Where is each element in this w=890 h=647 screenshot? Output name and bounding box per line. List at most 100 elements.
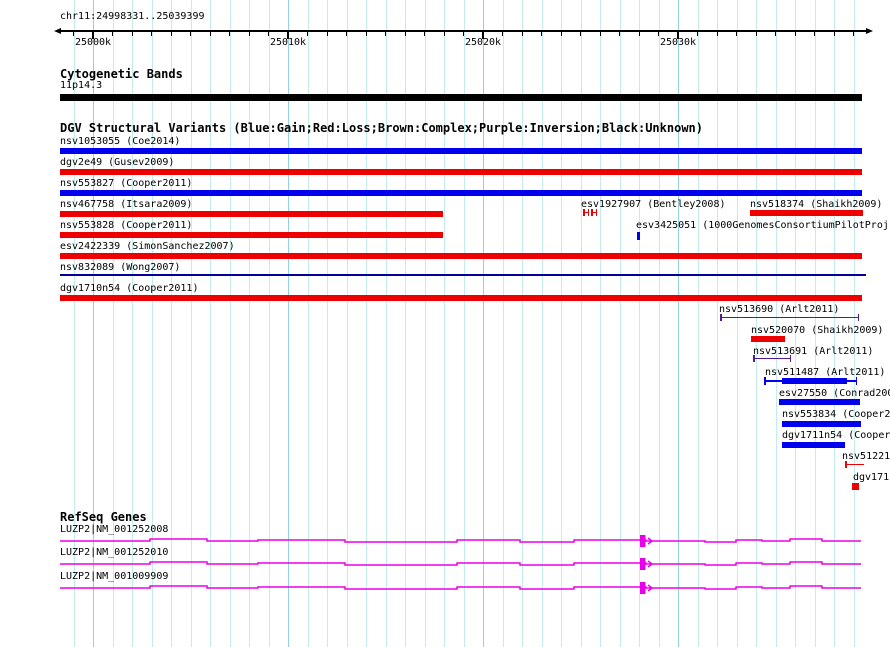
variant-line[interactable] xyxy=(845,463,864,465)
variant-end-tick[interactable] xyxy=(591,209,593,216)
variant-label[interactable]: esv27550 (Conrad200 xyxy=(779,388,890,399)
ruler-tick-minor xyxy=(638,32,640,36)
variant-label[interactable]: nsv553827 (Cooper2011) xyxy=(60,178,193,189)
ruler-tick-minor xyxy=(326,32,328,36)
variant-label[interactable]: nsv832089 (Wong2007) xyxy=(60,262,181,273)
ruler-tick-minor xyxy=(404,32,406,36)
variant-bar[interactable] xyxy=(782,377,847,385)
variant-line[interactable] xyxy=(591,211,597,213)
variant-end-tick[interactable] xyxy=(764,377,766,385)
variant-label[interactable]: nsv51221 xyxy=(842,451,890,462)
variant-end-tick[interactable] xyxy=(595,209,597,216)
gridline-minor xyxy=(229,0,231,647)
gridline-minor xyxy=(463,0,465,647)
variant-bar[interactable] xyxy=(60,253,862,259)
gene-label[interactable]: LUZP2|NM_001252008 xyxy=(60,524,169,535)
variant-label[interactable]: nsv520070 (Shaikh2009) xyxy=(751,325,884,336)
gridline-minor xyxy=(814,0,816,647)
variant-label[interactable]: nsv1053055 (Coe2014) xyxy=(60,136,181,147)
gene-intron-line[interactable] xyxy=(60,585,861,590)
gene-label[interactable]: LUZP2|NM_001009909 xyxy=(60,571,169,582)
ruler-tick-minor xyxy=(170,32,172,36)
variant-line[interactable] xyxy=(720,316,859,319)
ruler-tick-minor xyxy=(619,32,620,36)
variant-label[interactable]: nsv513690 (Arlt2011) xyxy=(719,304,840,315)
gridline-minor xyxy=(522,0,523,647)
gene-exon[interactable] xyxy=(640,558,646,570)
gene-exon[interactable] xyxy=(640,582,646,594)
variant-line[interactable] xyxy=(753,357,791,360)
variant-end-tick[interactable] xyxy=(583,209,585,216)
gene-intron-line[interactable] xyxy=(60,538,861,543)
variant-label[interactable]: nsv518374 (Shaikh2009) xyxy=(750,199,883,210)
variant-bar[interactable] xyxy=(782,421,861,427)
gene-label[interactable]: LUZP2|NM_001252010 xyxy=(60,547,169,558)
gridline-minor xyxy=(775,0,777,647)
gridline-minor xyxy=(736,0,738,647)
ruler-tick-label: 25000k xyxy=(74,37,112,48)
cytoband-bar[interactable] xyxy=(60,94,862,101)
gridline-minor xyxy=(210,0,211,647)
gene-model[interactable] xyxy=(0,578,890,598)
gene-exon[interactable] xyxy=(640,535,646,547)
variant-end-tick[interactable] xyxy=(720,314,722,321)
variant-end-tick[interactable] xyxy=(753,355,755,362)
variant-end-tick[interactable] xyxy=(855,377,857,385)
ruler-tick-minor xyxy=(463,32,464,36)
variant-label[interactable]: dgv171 xyxy=(853,472,890,483)
variant-label[interactable]: dgv1711n54 (Cooper xyxy=(782,430,890,441)
variant-bar[interactable] xyxy=(779,399,860,405)
ruler-tick-minor xyxy=(521,32,523,36)
variant-bar[interactable] xyxy=(751,336,785,342)
variant-label[interactable]: dgv1710n54 (Cooper2011) xyxy=(60,283,199,294)
ruler-tick-minor xyxy=(248,32,250,36)
region-label: chr11:24998331..25039399 xyxy=(60,11,205,22)
variant-label[interactable]: nsv553828 (Cooper2011) xyxy=(60,220,193,231)
gridline-minor xyxy=(424,0,426,647)
variant-end-tick[interactable] xyxy=(587,209,589,216)
ruler-tick-minor xyxy=(599,32,601,36)
gridline-minor xyxy=(834,0,835,647)
gridline-minor xyxy=(541,0,543,647)
gene-model[interactable] xyxy=(0,554,890,574)
cytoband-label[interactable]: 11p14.3 xyxy=(60,80,103,91)
variant-bar[interactable] xyxy=(60,211,443,217)
variant-end-tick[interactable] xyxy=(857,314,859,321)
variant-label[interactable]: esv3425051 (1000GenomesConsortiumPilotPr… xyxy=(636,220,889,231)
ruler-tick-minor xyxy=(385,32,386,36)
ruler-arrow-right xyxy=(866,28,873,34)
variant-label[interactable]: nsv467758 (Itsara2009) xyxy=(60,199,193,210)
variant-label[interactable]: dgv2e49 (Gusev2009) xyxy=(60,157,175,168)
variant-point-tick[interactable] xyxy=(637,232,640,240)
section-header-refseq: RefSeq Genes xyxy=(60,510,147,524)
variant-bar[interactable] xyxy=(60,169,862,175)
variant-bar[interactable] xyxy=(750,210,863,216)
variant-label[interactable]: nsv513691 (Arlt2011) xyxy=(753,346,874,357)
variant-bar[interactable] xyxy=(60,148,862,154)
ruler-tick-minor xyxy=(658,32,659,36)
variant-point[interactable] xyxy=(852,483,859,490)
gridline-minor xyxy=(366,0,367,647)
variant-label[interactable]: esv2422339 (SimonSanchez2007) xyxy=(60,241,235,252)
variant-thin-line[interactable] xyxy=(60,274,866,276)
variant-bar[interactable] xyxy=(60,295,862,301)
ruler-tick-minor xyxy=(833,32,835,36)
variant-label[interactable]: esv1927907 (Bentley2008) xyxy=(581,199,726,210)
ruler-tick-minor xyxy=(697,32,698,36)
section-header-dgv: DGV Structural Variants (Blue:Gain;Red:L… xyxy=(60,121,703,135)
variant-bar[interactable] xyxy=(60,190,862,196)
variant-bar[interactable] xyxy=(60,232,443,238)
gridline-major xyxy=(288,0,289,647)
variant-bar[interactable] xyxy=(782,442,845,448)
gridline-minor xyxy=(853,0,855,647)
variant-label[interactable]: nsv511487 (Arlt2011) xyxy=(765,367,886,378)
variant-line[interactable] xyxy=(583,211,589,213)
ruler-tick-major xyxy=(92,32,94,39)
ruler-tick-label: 25030k xyxy=(659,37,697,48)
gene-model[interactable] xyxy=(0,531,890,551)
section-header-cytobands: Cytogenetic Bands xyxy=(60,67,183,81)
gene-intron-line[interactable] xyxy=(60,561,861,566)
variant-label[interactable]: nsv553834 (Cooper2 xyxy=(782,409,890,420)
variant-end-tick[interactable] xyxy=(789,355,791,362)
